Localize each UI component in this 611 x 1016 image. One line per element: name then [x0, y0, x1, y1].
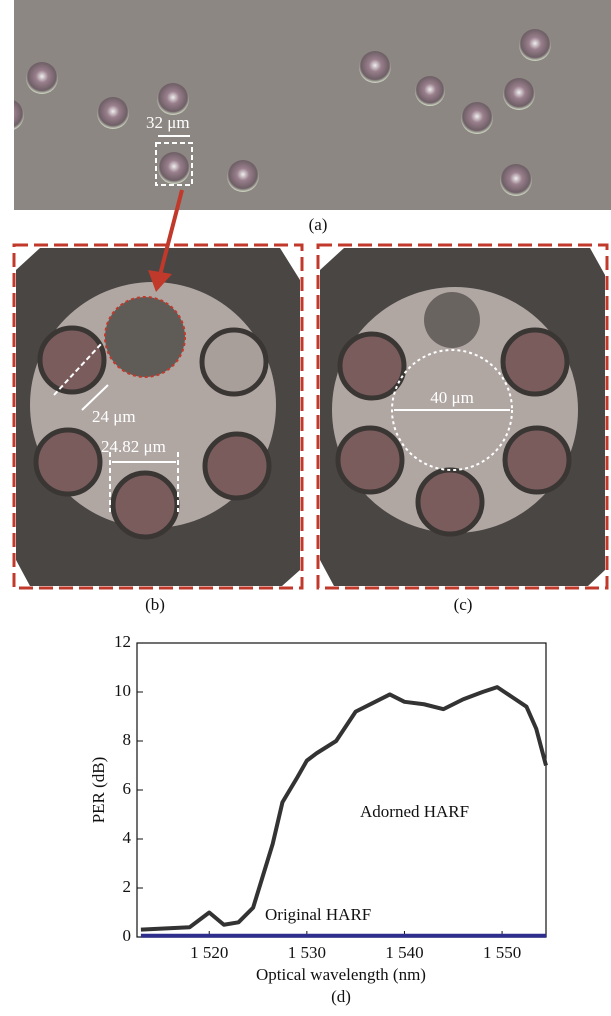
panel-label: (c) [454, 595, 473, 614]
annotation: 32 μm [146, 113, 190, 132]
y-tick-label: 2 [123, 877, 132, 896]
series-label: Adorned HARF [360, 802, 469, 821]
panel-label: (d) [331, 987, 351, 1006]
chart: Optical wavelength (nm) PER (dB) (d) 0 2 4… [89, 632, 548, 1006]
panel-label: (b) [145, 595, 165, 614]
y-axis-label: PER (dB) [89, 757, 108, 824]
y-tick-label: 4 [123, 828, 132, 847]
annotation: 24 μm [92, 407, 136, 426]
x-tick-label: 1 540 [385, 943, 423, 962]
y-tick-label: 10 [114, 681, 131, 700]
micrograph-b: 24 μm 24.82 μm [12, 243, 304, 590]
y-tick-label: 8 [123, 730, 132, 749]
micrograph-a: 32 μm [0, 0, 611, 210]
series-label: Original HARF [265, 905, 371, 924]
micrograph-c: 40 μm [316, 243, 609, 590]
panel-label: (a) [309, 215, 328, 234]
annotation: 40 μm [430, 388, 474, 407]
y-tick-label: 6 [123, 779, 132, 798]
x-tick-label: 1 520 [190, 943, 228, 962]
x-tick-label: 1 550 [483, 943, 521, 962]
y-tick-label: 0 [123, 926, 132, 945]
x-axis-label: Optical wavelength (nm) [256, 965, 426, 984]
annotation: 24.82 μm [101, 437, 166, 456]
series-line [140, 685, 548, 932]
x-tick-label: 1 530 [288, 943, 326, 962]
y-tick-label: 12 [114, 632, 131, 651]
plot-frame [136, 642, 547, 938]
